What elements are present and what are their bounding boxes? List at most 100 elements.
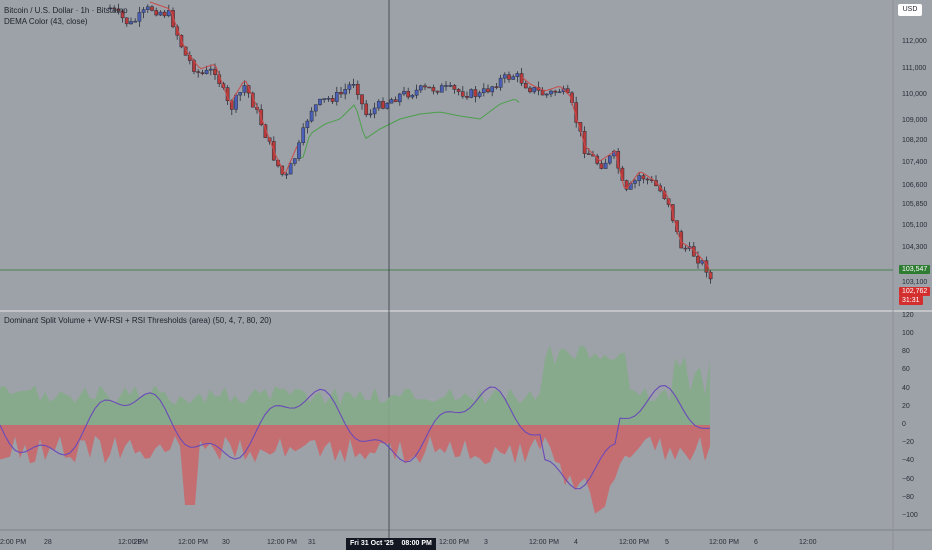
candle-body xyxy=(607,155,612,164)
candle-body xyxy=(242,85,247,93)
price-tick-label: 105,100 xyxy=(902,222,928,229)
candle-body xyxy=(360,94,364,105)
candle-body xyxy=(137,12,142,22)
price-tick-label: 106,600 xyxy=(902,182,928,189)
oscillator-tick-label: −80 xyxy=(902,494,914,501)
time-axis-label: 4 xyxy=(574,539,578,546)
candle-body xyxy=(280,165,285,175)
last-price-badge: 102,762 xyxy=(899,287,931,296)
candle-body xyxy=(599,163,604,169)
candle-body xyxy=(494,86,499,88)
candle-body xyxy=(150,6,154,11)
time-axis-label: 12:00 xyxy=(799,539,817,546)
candle-body xyxy=(603,162,608,169)
candle-body xyxy=(477,92,482,97)
candle-body xyxy=(633,180,637,184)
candle-body xyxy=(339,92,343,95)
price-tick-label: 103,100 xyxy=(902,279,928,286)
candle-body xyxy=(410,94,415,98)
time-axis-label: 31 xyxy=(308,539,316,546)
candle-body xyxy=(145,6,150,10)
candle-body xyxy=(179,34,184,48)
candle-body xyxy=(347,84,352,90)
countdown-badge: 31:31 xyxy=(899,296,923,305)
oscillator-tick-label: −20 xyxy=(902,439,914,446)
price-tick-label: 109,000 xyxy=(902,117,928,124)
candle-body xyxy=(343,89,348,95)
oscillator-tick-label: −100 xyxy=(902,512,918,519)
price-tick-label: 110,000 xyxy=(902,91,927,98)
crosshair-time: 08:00 PM xyxy=(401,540,432,547)
price-tick-label: 111,000 xyxy=(902,65,927,72)
candle-body xyxy=(502,74,507,79)
oscillator-indicator-label: Dominant Split Volume + VW-RSI + RSI Thr… xyxy=(4,316,272,325)
candle-body xyxy=(351,84,356,86)
candle-body xyxy=(213,68,217,75)
time-axis-label: 2:00 PM xyxy=(0,539,27,546)
candle-body xyxy=(406,91,411,98)
symbol-title: Bitcoin / U.S. Dollar · 1h · Bitstamp xyxy=(4,6,128,15)
price-tick-label: 104,300 xyxy=(902,244,928,251)
candle-body xyxy=(532,87,537,93)
candle-body xyxy=(318,98,322,105)
candle-body xyxy=(507,74,511,80)
candle-body xyxy=(196,71,201,73)
candle-body xyxy=(301,127,306,144)
dema-line-bearish xyxy=(521,76,712,278)
candle-body xyxy=(683,247,688,250)
candle-body xyxy=(435,90,440,93)
candle-body xyxy=(309,110,314,122)
candle-body xyxy=(456,89,461,92)
oscillator-tick-label: 60 xyxy=(902,366,910,373)
oscillator-tick-label: 40 xyxy=(902,385,910,392)
time-axis-label: 12:00 PM xyxy=(619,539,649,546)
candle-body xyxy=(364,103,369,115)
oscillator-tick-label: −40 xyxy=(902,457,914,464)
time-axis-label: 12:00 PM xyxy=(178,539,208,546)
candle-body xyxy=(355,84,360,95)
candle-body xyxy=(481,88,486,93)
oscillator-tick-label: −60 xyxy=(902,476,914,483)
candle-body xyxy=(439,85,444,93)
candle-body xyxy=(171,10,175,28)
candle-body xyxy=(637,175,642,182)
time-axis-label: 6 xyxy=(754,539,758,546)
candle-body xyxy=(452,85,457,90)
time-axis-label: 12:00 PM xyxy=(439,539,469,546)
candle-body xyxy=(586,153,591,155)
candle-body xyxy=(124,17,129,25)
time-axis-label: 29 xyxy=(134,539,142,546)
candle-body xyxy=(528,87,532,93)
candle-body xyxy=(414,89,419,96)
candle-body xyxy=(486,88,490,93)
candle-body xyxy=(557,91,562,94)
candle-body xyxy=(519,73,524,84)
candle-body xyxy=(326,98,331,100)
candle-body xyxy=(133,20,138,23)
candle-body xyxy=(393,99,398,103)
time-axis-label: 12:00 PM xyxy=(709,539,739,546)
candle-body xyxy=(154,10,159,16)
candle-body xyxy=(204,69,209,74)
candle-body xyxy=(305,120,310,129)
currency-button[interactable]: USD xyxy=(898,4,922,16)
time-axis-label: 12:00 PM xyxy=(529,539,559,546)
candle-body xyxy=(544,93,549,96)
candle-body xyxy=(498,77,503,88)
candle-body xyxy=(469,89,474,98)
candle-body xyxy=(616,150,621,169)
time-axis-label: 3 xyxy=(484,539,488,546)
candle-body xyxy=(246,85,251,94)
time-axis-label: 5 xyxy=(665,539,669,546)
candle-body xyxy=(645,178,650,181)
candle-body xyxy=(297,142,301,159)
time-axis-label: 28 xyxy=(44,539,52,546)
dema-line-bullish xyxy=(300,99,520,158)
candle-body xyxy=(288,163,293,175)
candle-body xyxy=(549,90,553,95)
candle-body xyxy=(473,89,478,97)
candle-body xyxy=(234,94,238,110)
candle-body xyxy=(418,85,423,91)
